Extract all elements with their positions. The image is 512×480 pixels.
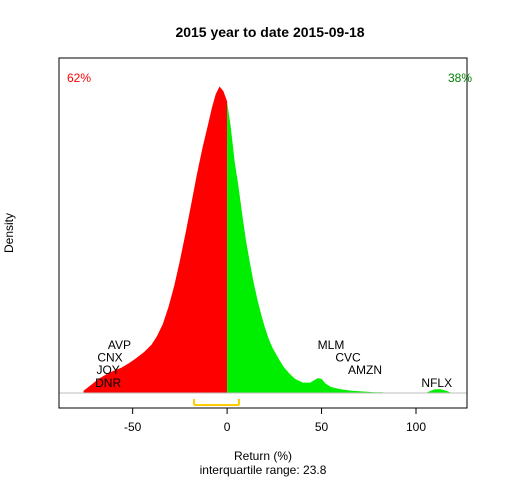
negative-density-area [83,86,228,393]
negative-share-label: 62% [67,71,91,85]
outlier-label: CVC [335,350,361,364]
positive-density-area [227,101,452,393]
outlier-label: MLM [318,338,345,352]
outlier-label: AVP [108,338,131,352]
density-areas [59,86,467,394]
iqr-caption: interquartile range: 23.8 [200,463,327,477]
x-axis-label: Return (%) [234,449,292,463]
x-tick-label: 100 [406,420,426,434]
positive-share-label: 38% [448,71,472,85]
chart-title: 2015 year to date 2015-09-18 [175,24,364,40]
x-tick-label: -50 [124,420,142,434]
iqr-bracket [193,399,241,406]
outlier-label: AMZN [348,363,382,377]
outlier-label: JOY [96,363,119,377]
outlier-label: CNX [97,350,122,364]
x-axis: -50 0 50 100 [124,407,426,434]
x-tick-label: 50 [315,420,329,434]
outlier-label: NFLX [421,376,452,390]
y-axis-label: Density [2,213,16,253]
outlier-label: DNR [95,376,121,390]
x-tick-label: 0 [224,420,231,434]
